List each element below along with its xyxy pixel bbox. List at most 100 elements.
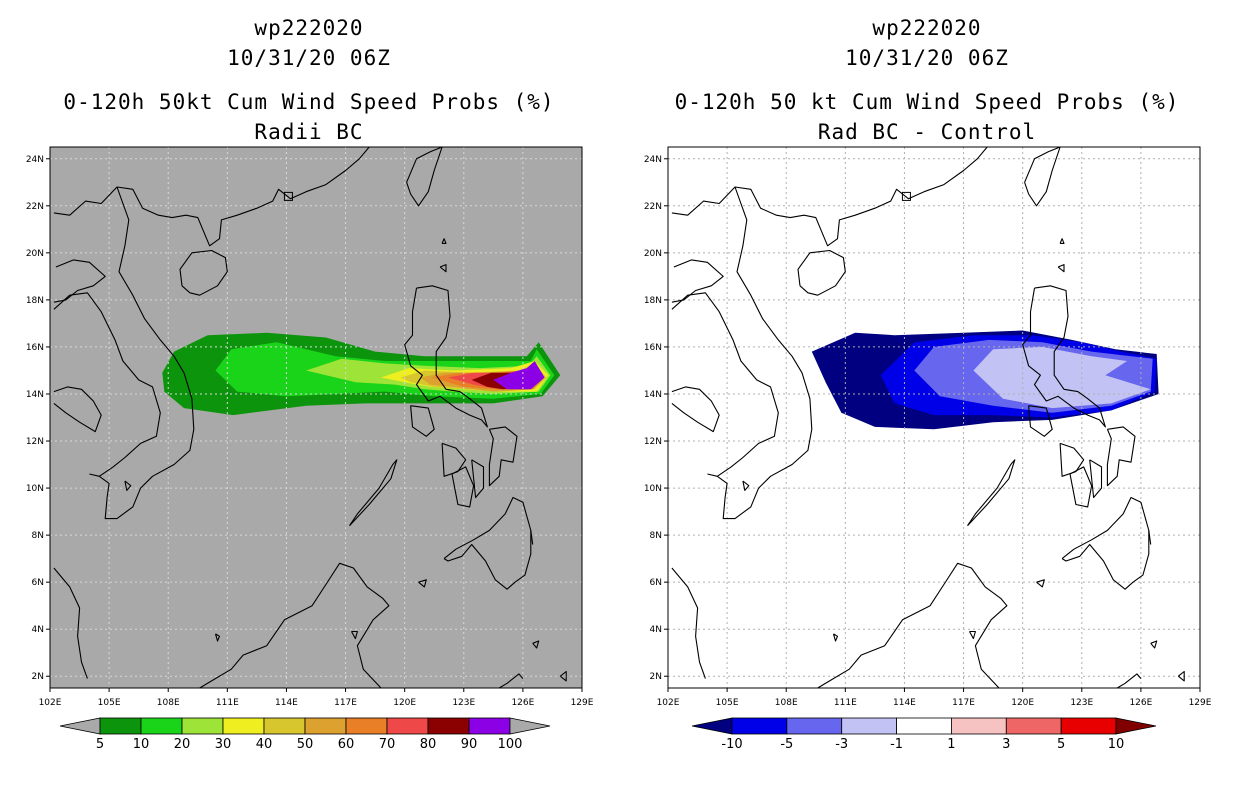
lat-label: 8N (650, 531, 662, 541)
coastline (1059, 442, 1085, 477)
coastline (671, 386, 720, 433)
coastline (1057, 264, 1065, 273)
coastline (1116, 673, 1142, 689)
coastline (488, 426, 518, 487)
colorbar-label: 70 (379, 737, 396, 752)
map-frame (667, 146, 1201, 689)
lon-label: 108E (157, 698, 180, 708)
colorbar-swatch (181, 717, 224, 735)
coastline (351, 630, 358, 640)
lon-label: 123E (1070, 698, 1093, 708)
coastline (53, 259, 106, 303)
lat-label: 12N (644, 437, 662, 447)
product-subtitle: Rad BC - Control (817, 120, 1037, 144)
station-marker (283, 191, 293, 201)
colorbar-swatch (140, 717, 183, 735)
colorbar-label: 90 (461, 737, 478, 752)
coastline (1069, 466, 1093, 508)
coastline (53, 292, 161, 477)
coastline (451, 466, 475, 508)
coastline (532, 640, 540, 649)
datetime: 10/31/20 06Z (227, 46, 391, 70)
map-background (50, 147, 582, 688)
coastline (1036, 579, 1045, 588)
lat-label: 14N (644, 390, 662, 400)
field-level-10 (493, 361, 545, 390)
lon-label: 120E (1011, 698, 1034, 708)
colorbar-label: 5 (1057, 737, 1065, 752)
colorbar-swatch (786, 717, 843, 735)
coastline (559, 670, 567, 682)
lat-label: 16N (644, 343, 662, 353)
coastline (1148, 530, 1152, 545)
colorbar-low-arrow (691, 717, 733, 735)
lon-label: 129E (1189, 698, 1212, 708)
colorbar-label: -1 (890, 737, 903, 752)
lon-label: 105E (98, 698, 121, 708)
coastline (1089, 459, 1103, 499)
colorbar-label: 10 (133, 737, 150, 752)
map-frame (49, 146, 583, 689)
lon-label: 129E (571, 698, 594, 708)
lat-label: 20N (644, 249, 662, 259)
coastline (671, 292, 779, 477)
lon-label: 120E (393, 698, 416, 708)
coastline (1061, 496, 1150, 590)
coastline (817, 562, 1008, 689)
coastline (471, 459, 485, 499)
colorbar-label: 3 (1002, 737, 1010, 752)
datetime: 10/31/20 06Z (845, 46, 1009, 70)
probability-map: 102E 105E 108E 111E 114E 117E 120E 123E 126E 129E… (26, 146, 594, 752)
lon-label: 102E (39, 698, 62, 708)
colorbar-swatch (951, 717, 1007, 735)
lat-label: 16N (26, 343, 44, 353)
lat-label: 4N (650, 625, 662, 635)
coastline (199, 562, 390, 689)
coastline (404, 285, 488, 428)
lat-label: 4N (32, 625, 44, 635)
coastline (406, 146, 443, 207)
colorbar-label: 20 (174, 737, 191, 752)
colorbar-label: 10 (1108, 737, 1125, 752)
colorbar-swatch (731, 717, 788, 735)
storm-id: wp222020 (254, 16, 364, 40)
coastline (1028, 405, 1053, 437)
colorbar-swatch (468, 717, 511, 735)
coastline (1150, 640, 1158, 649)
colorbar-swatch (1005, 717, 1062, 735)
colorbar-swatch (1060, 717, 1117, 735)
colorbar-swatch (386, 717, 429, 735)
colorbar-swatch (222, 717, 265, 735)
lon-label: 111E (834, 698, 857, 708)
colorbar-label: -10 (721, 737, 742, 752)
lon-label: 111E (216, 698, 239, 708)
lon-label: 108E (775, 698, 798, 708)
lat-label: 6N (650, 578, 662, 588)
colorbar-low-arrow (59, 717, 101, 735)
coastline (1024, 146, 1061, 207)
lat-label: 18N (644, 296, 662, 306)
colorbar-label: 80 (420, 737, 437, 752)
coastline (439, 264, 447, 273)
coastline (671, 259, 724, 303)
colorbar-label: -5 (780, 737, 793, 752)
colorbar-label: 100 (498, 737, 523, 752)
coastline (53, 386, 102, 433)
coastline (742, 480, 750, 491)
coastline (441, 238, 447, 244)
coastline (707, 186, 813, 520)
coastline (53, 567, 88, 679)
coastline (89, 186, 195, 520)
product-title: 0-120h 50 kt Cum Wind Speed Probs (%) (674, 90, 1180, 114)
lat-label: 18N (26, 296, 44, 306)
lon-label: 126E (511, 698, 534, 708)
lon-label: 114E (893, 698, 916, 708)
coastline (671, 567, 706, 679)
coastline (832, 633, 839, 642)
colorbar-label: 40 (256, 737, 273, 752)
colorbar-swatch (345, 717, 388, 735)
lat-label: 12N (26, 437, 44, 447)
colorbar-swatch (427, 717, 470, 735)
lat-label: 20N (26, 249, 44, 259)
colorbar-swatch (99, 717, 142, 735)
